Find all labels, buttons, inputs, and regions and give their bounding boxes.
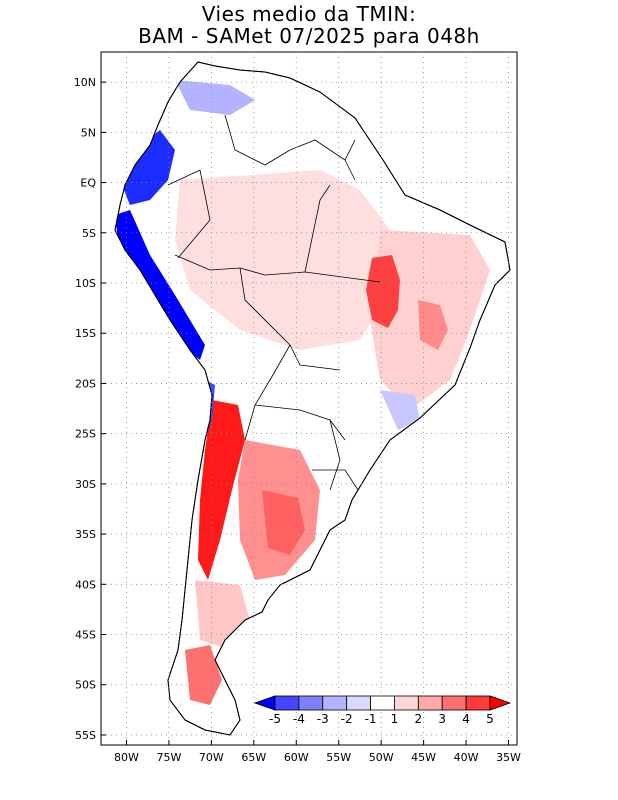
lon-tick-label: 70W	[199, 751, 224, 764]
amazon-bias-patch	[175, 170, 390, 350]
tocantins-bias-patch	[366, 255, 400, 328]
lat-tick-label: 30S	[75, 478, 96, 491]
bahia-bias-patch	[418, 300, 448, 350]
peru-coast-negative-patch	[115, 210, 205, 360]
map-title-line-1: Vies medio da TMIN:	[201, 2, 417, 26]
lon-tick-label: 65W	[241, 751, 266, 764]
colorbar-label: -1	[365, 712, 377, 726]
lat-tick-label: 50S	[75, 679, 96, 692]
brazil-south-light-blue-patch	[380, 390, 420, 430]
colorbar-label: -4	[293, 712, 305, 726]
colorbar-swatch	[298, 695, 324, 711]
colorbar-label: -2	[341, 712, 353, 726]
venezuela-light-blue-patch	[175, 80, 255, 115]
argentina-center-strong-patch	[262, 490, 305, 555]
lat-tick-label: 55S	[75, 729, 96, 742]
colorbar-label: 1	[391, 712, 399, 726]
lat-tick-label: 35S	[75, 528, 96, 541]
colorbar-label: 5	[486, 712, 494, 726]
lon-tick-label: 45W	[411, 751, 436, 764]
colorbar-label: -5	[269, 712, 281, 726]
colorbar-label: 3	[438, 712, 446, 726]
colorbar-right-arrow	[489, 695, 512, 711]
colorbar-swatch	[322, 695, 348, 711]
colorbar-swatch	[417, 695, 443, 711]
colorbar-swatch	[441, 695, 467, 711]
lon-tick-label: 40W	[454, 751, 479, 764]
lon-tick-label: 50W	[369, 751, 394, 764]
patagonia-south-bias-patch	[185, 645, 222, 705]
latitude-axis-labels: 10N 5N EQ 5S 10S 15S 20S 25S 30S 35S 40S 45S 50S 55S	[74, 76, 106, 742]
lat-tick-label: 5N	[81, 126, 96, 139]
coastline-outline	[114, 61, 511, 736]
lon-tick-label: 80W	[114, 751, 139, 764]
lat-tick-label: 25S	[75, 428, 96, 441]
lat-tick-label: 45S	[75, 629, 96, 642]
longitude-axis-labels: 80W 75W 70W 65W 60W 55W 50W 45W 40W 35W	[114, 740, 521, 764]
lon-tick-label: 55W	[326, 751, 351, 764]
lat-tick-label: 20S	[75, 377, 96, 390]
lat-tick-label: 15S	[75, 327, 96, 340]
lon-tick-label: 35W	[496, 751, 521, 764]
gridlines	[101, 52, 517, 745]
colorbar-label: 2	[415, 712, 423, 726]
lat-tick-label: 10S	[75, 277, 96, 290]
colorbar-swatch	[394, 695, 419, 711]
colorbar-legend: -5 -4 -3 -2 -1 1 2 3 4 5	[253, 695, 512, 726]
colorbar-swatch	[274, 695, 300, 711]
colorbar-swatch	[346, 695, 371, 711]
lat-tick-label: 10N	[74, 76, 96, 89]
chile-andes-bias-patch	[198, 400, 245, 580]
lon-tick-label: 75W	[156, 751, 181, 764]
colorbar-swatch	[370, 695, 395, 711]
lat-tick-label: EQ	[80, 177, 96, 190]
lat-tick-label: 40S	[75, 578, 96, 591]
colorbar-label: 4	[462, 712, 470, 726]
country-borders	[167, 114, 381, 491]
colorbar-label: -3	[317, 712, 329, 726]
colorbar-swatch	[465, 695, 491, 711]
map-title-line-2: BAM - SAMet 07/2025 para 048h	[138, 24, 480, 48]
lon-tick-label: 60W	[284, 751, 309, 764]
lat-tick-label: 5S	[82, 227, 96, 240]
colombia-ecuador-negative-patch	[122, 130, 175, 205]
